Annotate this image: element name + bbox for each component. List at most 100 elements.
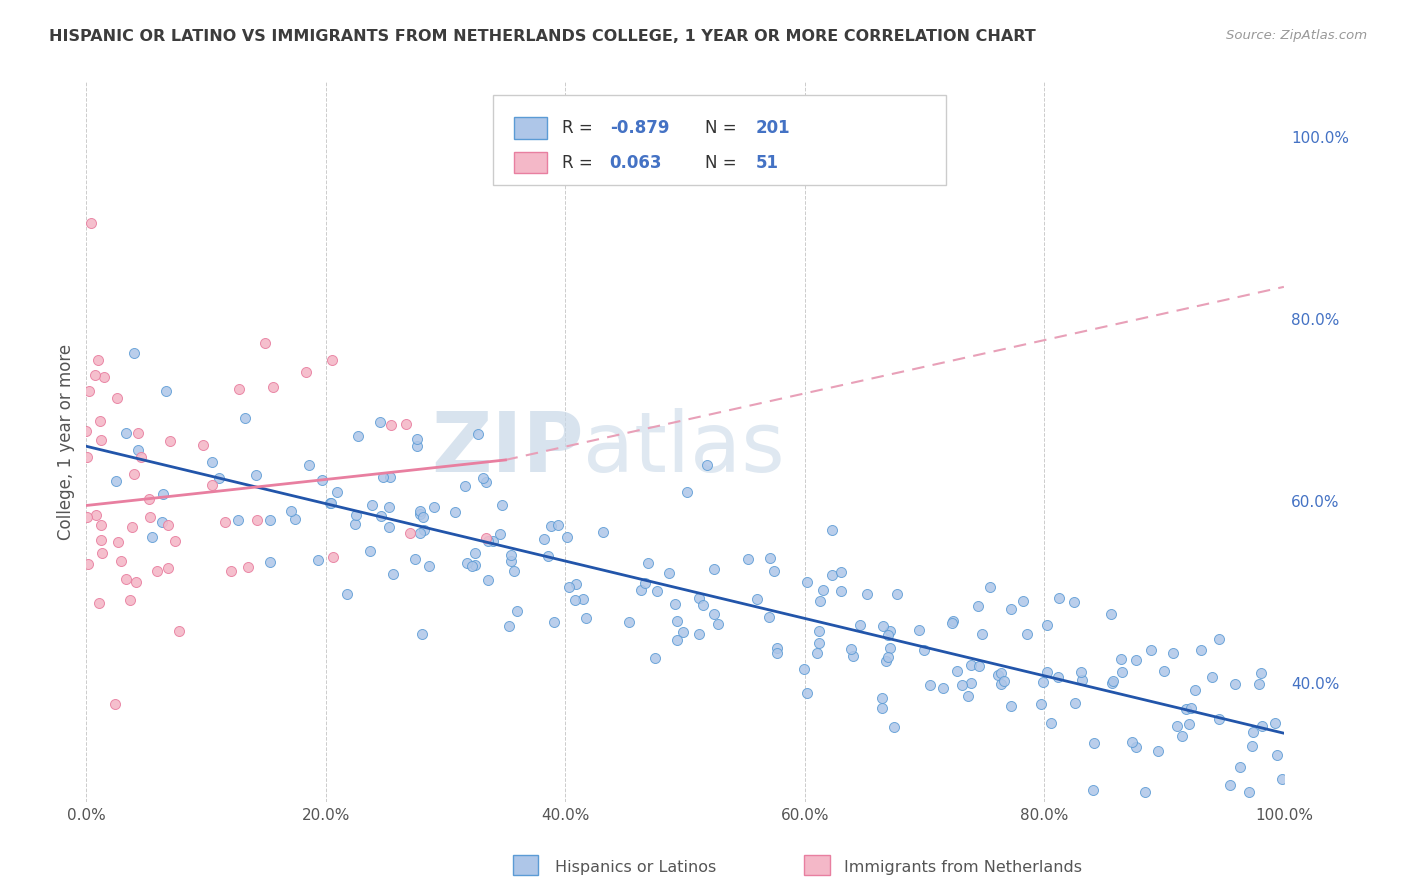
Bar xyxy=(513,152,547,173)
Point xyxy=(572,591,595,606)
Point xyxy=(404,552,426,566)
Point xyxy=(76,450,98,465)
Text: 0.063: 0.063 xyxy=(610,154,662,172)
Point xyxy=(1171,729,1194,743)
Point xyxy=(547,517,569,532)
Point xyxy=(219,564,242,578)
Point xyxy=(418,559,440,574)
Point xyxy=(423,500,446,514)
Point xyxy=(990,677,1012,691)
Point xyxy=(1208,712,1230,726)
Point xyxy=(1101,675,1123,690)
Point xyxy=(77,558,100,572)
Point xyxy=(558,580,581,594)
Point xyxy=(409,525,432,540)
Point xyxy=(1035,618,1057,632)
Point xyxy=(472,471,495,485)
Point xyxy=(796,686,818,700)
Point xyxy=(110,554,132,568)
Point xyxy=(759,550,782,565)
Point xyxy=(159,434,181,449)
Point xyxy=(167,624,190,639)
Point xyxy=(456,556,478,570)
Point xyxy=(879,624,901,639)
Point xyxy=(990,665,1012,680)
Point xyxy=(688,627,710,641)
Point xyxy=(793,661,815,675)
Point xyxy=(703,562,725,576)
Point xyxy=(543,615,565,629)
Point xyxy=(1047,670,1070,684)
Point xyxy=(1265,747,1288,762)
Point xyxy=(877,650,900,665)
Point xyxy=(875,654,897,668)
Text: Hispanics or Latinos: Hispanics or Latinos xyxy=(555,860,717,874)
Point xyxy=(321,353,343,368)
Point xyxy=(870,690,893,705)
Point xyxy=(107,534,129,549)
Point xyxy=(950,678,973,692)
Point xyxy=(412,523,434,537)
Point xyxy=(637,557,659,571)
Point xyxy=(886,587,908,601)
Point xyxy=(262,380,284,394)
Point xyxy=(368,415,391,429)
Point xyxy=(505,604,527,618)
Text: R =: R = xyxy=(562,154,598,172)
Point xyxy=(122,346,145,360)
Point xyxy=(1039,715,1062,730)
Point xyxy=(1111,665,1133,679)
Point xyxy=(201,477,224,491)
Point xyxy=(228,383,250,397)
Point xyxy=(361,498,384,512)
Point xyxy=(378,520,401,534)
Point xyxy=(141,530,163,544)
Point xyxy=(870,701,893,715)
Point xyxy=(737,551,759,566)
Point xyxy=(848,617,870,632)
Point xyxy=(1146,744,1168,758)
Point xyxy=(942,614,965,628)
Point xyxy=(378,469,401,483)
Point xyxy=(1029,697,1052,711)
Point xyxy=(533,532,555,546)
Point xyxy=(564,592,586,607)
Point xyxy=(1208,632,1230,647)
Point xyxy=(1121,735,1143,749)
Point xyxy=(80,216,103,230)
Point xyxy=(1125,653,1147,667)
Point xyxy=(675,485,697,500)
Point xyxy=(1012,594,1035,608)
Point xyxy=(806,647,828,661)
Point xyxy=(1099,607,1122,621)
Point xyxy=(1249,677,1271,691)
Text: Immigrants from Netherlands: Immigrants from Netherlands xyxy=(844,860,1081,874)
Point xyxy=(1125,739,1147,754)
Point xyxy=(359,544,381,558)
Point xyxy=(630,582,652,597)
Point xyxy=(1229,759,1251,773)
Point xyxy=(406,432,429,446)
Bar xyxy=(513,117,547,138)
Point xyxy=(665,633,688,648)
Point xyxy=(89,596,111,610)
Point xyxy=(839,641,862,656)
Point xyxy=(104,474,127,488)
Point xyxy=(1241,725,1264,739)
Point xyxy=(245,467,267,482)
Point xyxy=(883,720,905,734)
Point xyxy=(1264,716,1286,731)
Point xyxy=(1047,591,1070,606)
Text: N =: N = xyxy=(706,154,742,172)
Point xyxy=(960,676,983,690)
Point xyxy=(1237,785,1260,799)
Point xyxy=(745,591,768,606)
Point xyxy=(766,641,789,656)
Point xyxy=(808,594,831,608)
Point xyxy=(872,618,894,632)
Point xyxy=(127,425,149,440)
Point xyxy=(912,643,935,657)
Point xyxy=(75,424,97,438)
Point xyxy=(969,659,991,673)
Point xyxy=(395,417,418,431)
